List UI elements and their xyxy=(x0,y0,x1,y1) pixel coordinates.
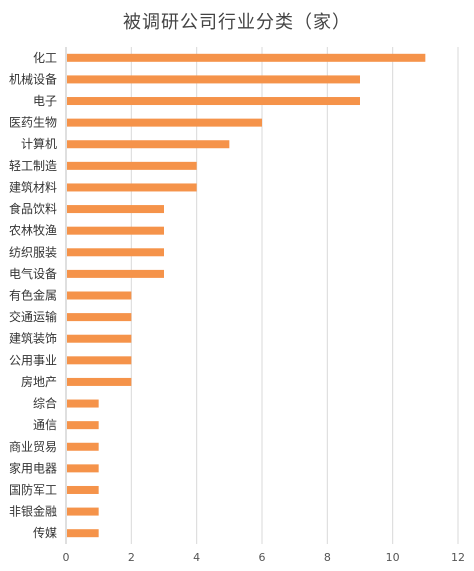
bar xyxy=(67,377,132,386)
x-tick-label: 2 xyxy=(128,551,135,564)
category-label: 医药生物 xyxy=(9,116,57,130)
x-tick-label: 6 xyxy=(259,551,266,564)
bar xyxy=(67,485,99,494)
category-label: 公用事业 xyxy=(9,353,57,367)
category-label: 商业贸易 xyxy=(9,439,57,454)
bar xyxy=(67,356,132,365)
x-tick-label: 4 xyxy=(193,551,200,564)
bar xyxy=(67,464,99,473)
category-label: 轻工制造 xyxy=(9,159,57,173)
category-label: 化工 xyxy=(33,51,57,65)
category-label: 非银金融 xyxy=(9,504,57,519)
category-label: 房地产 xyxy=(21,374,57,389)
category-label: 有色金属 xyxy=(9,288,57,303)
category-label: 综合 xyxy=(33,396,57,411)
category-label: 交通运输 xyxy=(9,309,57,324)
bar xyxy=(67,442,99,451)
bar xyxy=(67,334,132,343)
bar xyxy=(67,399,99,408)
bar xyxy=(67,75,360,84)
bar xyxy=(67,529,99,538)
category-label: 机械设备 xyxy=(9,71,57,86)
bar xyxy=(67,313,132,322)
category-label: 通信 xyxy=(33,418,57,432)
bar xyxy=(67,226,164,235)
category-label: 家用电器 xyxy=(9,460,57,475)
bar xyxy=(67,140,230,149)
category-label: 传媒 xyxy=(33,525,57,540)
bar xyxy=(67,97,360,106)
x-tick-label: 0 xyxy=(63,551,70,564)
x-tick-label: 12 xyxy=(451,551,465,564)
category-label: 建筑装饰 xyxy=(9,331,57,346)
category-label: 建筑材料 xyxy=(9,179,57,194)
bar xyxy=(67,421,99,430)
x-tick-label: 10 xyxy=(386,551,400,564)
category-label: 纺织服装 xyxy=(9,245,57,259)
bar xyxy=(67,291,132,300)
category-label: 食品饮料 xyxy=(9,201,57,216)
category-label: 电子 xyxy=(33,94,57,108)
chart-title: 被调研公司行业分类（家） xyxy=(123,12,351,33)
category-label: 电气设备 xyxy=(9,266,57,281)
bar xyxy=(67,161,197,170)
category-label: 农林牧渔 xyxy=(9,224,57,238)
bar xyxy=(67,183,197,192)
category-label: 国防军工 xyxy=(9,482,57,497)
category-label: 计算机 xyxy=(21,136,57,151)
x-tick-label: 8 xyxy=(324,551,331,564)
bar xyxy=(67,53,426,62)
bar xyxy=(67,507,99,516)
bar xyxy=(67,205,164,214)
bar xyxy=(67,118,262,127)
bar xyxy=(67,269,164,278)
bar xyxy=(67,248,164,257)
